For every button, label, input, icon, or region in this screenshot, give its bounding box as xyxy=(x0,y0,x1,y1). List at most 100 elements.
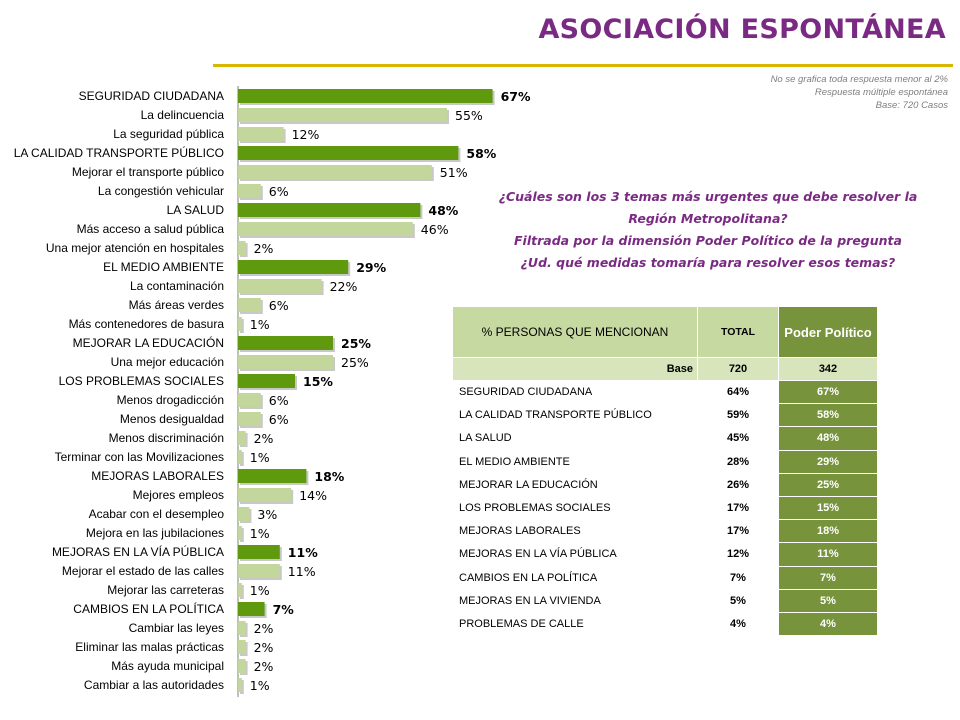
data-label: 1% xyxy=(250,678,270,693)
title-underline xyxy=(213,64,953,67)
item-bar xyxy=(238,488,292,502)
category-label: MEJORAS EN LA VÍA PÚBLICA xyxy=(52,544,224,559)
category-label: Mejorar el estado de las calles xyxy=(62,564,224,578)
row-segment: 58% xyxy=(778,403,878,428)
category-bar xyxy=(238,146,459,160)
category-label: La contaminación xyxy=(130,279,224,293)
category-label: Mejores empleos xyxy=(133,488,224,502)
row-label: LOS PROBLEMAS SOCIALES xyxy=(452,495,698,521)
row-segment: 48% xyxy=(778,426,878,451)
data-label: 1% xyxy=(250,583,270,598)
category-label: La delincuencia xyxy=(141,108,225,122)
data-label: 14% xyxy=(299,488,327,503)
bar-shadow xyxy=(240,680,244,694)
category-label: MEJORAS LABORALES xyxy=(91,469,224,483)
data-label: 67% xyxy=(501,89,531,104)
bar-shadow xyxy=(240,528,244,542)
data-label: 6% xyxy=(269,412,289,427)
row-total: 45% xyxy=(697,426,779,451)
row-label: MEJORAS EN LA VÍA PÚBLICA xyxy=(452,542,698,567)
category-label: Cambiar las leyes xyxy=(129,621,224,635)
row-segment: 25% xyxy=(778,472,878,497)
row-total: 17% xyxy=(697,495,779,521)
data-label: 46% xyxy=(421,222,449,237)
data-label: 6% xyxy=(269,298,289,313)
data-label: 22% xyxy=(330,279,358,294)
item-bar xyxy=(238,127,284,141)
category-label: Menos discriminación xyxy=(109,431,224,445)
data-label: 2% xyxy=(254,640,274,655)
bar-shadow xyxy=(240,319,244,333)
category-label: Cambiar a las autoridades xyxy=(84,678,224,692)
data-label: 11% xyxy=(288,564,316,579)
row-total: 59% xyxy=(697,403,779,428)
data-label: 58% xyxy=(466,146,496,161)
data-label: 55% xyxy=(455,108,483,123)
note-line: Base: 720 Casos xyxy=(875,100,948,111)
item-bar xyxy=(238,317,242,331)
category-label: Mejorar el transporte público xyxy=(72,165,224,179)
row-segment: 15% xyxy=(778,495,878,521)
category-bar xyxy=(238,469,307,483)
item-bar xyxy=(238,678,242,692)
data-label: 1% xyxy=(250,317,270,332)
data-label: 48% xyxy=(428,203,458,218)
table-header-segment: Poder Político xyxy=(778,306,878,358)
note-line: Respuesta múltiple espontánea xyxy=(814,87,948,98)
row-label: MEJORAS LABORALES xyxy=(452,519,698,544)
category-label: SEGURIDAD CIUDADANA xyxy=(79,89,224,103)
category-bar xyxy=(238,602,265,616)
item-bar xyxy=(238,659,246,673)
item-bar xyxy=(238,355,333,369)
item-bar xyxy=(238,279,322,293)
category-label: Más áreas verdes xyxy=(129,298,224,312)
bar-chart: SEGURIDAD CIUDADANA 67% La delincuencia 55%… xyxy=(14,86,531,697)
data-label: 2% xyxy=(254,241,274,256)
data-label: 7% xyxy=(273,602,295,617)
item-bar xyxy=(238,450,242,464)
data-label: 1% xyxy=(250,526,270,541)
item-bar xyxy=(238,507,250,521)
table-row: PROBLEMAS DE CALLE 4% 4% xyxy=(452,611,878,637)
category-bar xyxy=(238,89,493,103)
item-bar xyxy=(238,165,432,179)
item-bar xyxy=(238,184,261,198)
row-total: 28% xyxy=(697,449,779,474)
table-row: LA SALUD 45% 48% xyxy=(452,426,878,451)
category-label: Eliminar las malas prácticas xyxy=(75,640,224,654)
question-line: Filtrada por la dimensión Poder Político… xyxy=(514,233,902,248)
table-row: MEJORAS LABORALES 17% 18% xyxy=(452,519,878,544)
chart-notes: No se grafica toda respuesta menor al 2%… xyxy=(771,73,948,112)
row-segment: 11% xyxy=(778,542,878,567)
category-label: Más acceso a salud pública xyxy=(77,222,225,236)
category-label: Menos drogadicción xyxy=(117,393,224,407)
category-label: Más ayuda municipal xyxy=(111,659,224,673)
row-label: LA CALIDAD TRANSPORTE PÚBLICO xyxy=(452,403,698,428)
category-label: LA CALIDAD TRANSPORTE PÚBLICO xyxy=(14,145,224,160)
category-label: LA SALUD xyxy=(167,203,225,217)
row-total: 7% xyxy=(697,565,779,590)
table-row: CAMBIOS EN LA POLÍTICA 7% 7% xyxy=(452,565,878,590)
item-bar xyxy=(238,108,447,122)
table-row: MEJORAS EN LA VÍA PÚBLICA 12% 11% xyxy=(452,542,878,567)
data-label: 3% xyxy=(257,507,277,522)
question-line: ¿Ud. qué medidas tomaría para resolver e… xyxy=(520,255,896,270)
row-label: CAMBIOS EN LA POLÍTICA xyxy=(452,565,698,590)
row-label: SEGURIDAD CIUDADANA xyxy=(452,379,698,405)
category-label: Menos desigualdad xyxy=(120,412,224,426)
table-row: LOS PROBLEMAS SOCIALES 17% 15% xyxy=(452,495,878,521)
row-label: LA SALUD xyxy=(452,426,698,451)
row-segment: 7% xyxy=(778,565,878,590)
category-bar xyxy=(238,374,295,388)
category-label: Terminar con las Movilizaciones xyxy=(55,450,224,464)
data-label: 18% xyxy=(314,469,344,484)
base-segment: 342 xyxy=(778,357,878,381)
table-row: MEJORAS EN LA VIVIENDA 5% 5% xyxy=(452,588,878,613)
row-total: 64% xyxy=(697,379,779,405)
category-label: Mejorar las carreteras xyxy=(107,583,224,597)
row-total: 4% xyxy=(697,611,779,637)
data-label: 6% xyxy=(269,184,289,199)
item-bar xyxy=(238,222,413,236)
item-bar xyxy=(238,393,261,407)
row-label: MEJORAR LA EDUCACIÓN xyxy=(452,472,698,497)
